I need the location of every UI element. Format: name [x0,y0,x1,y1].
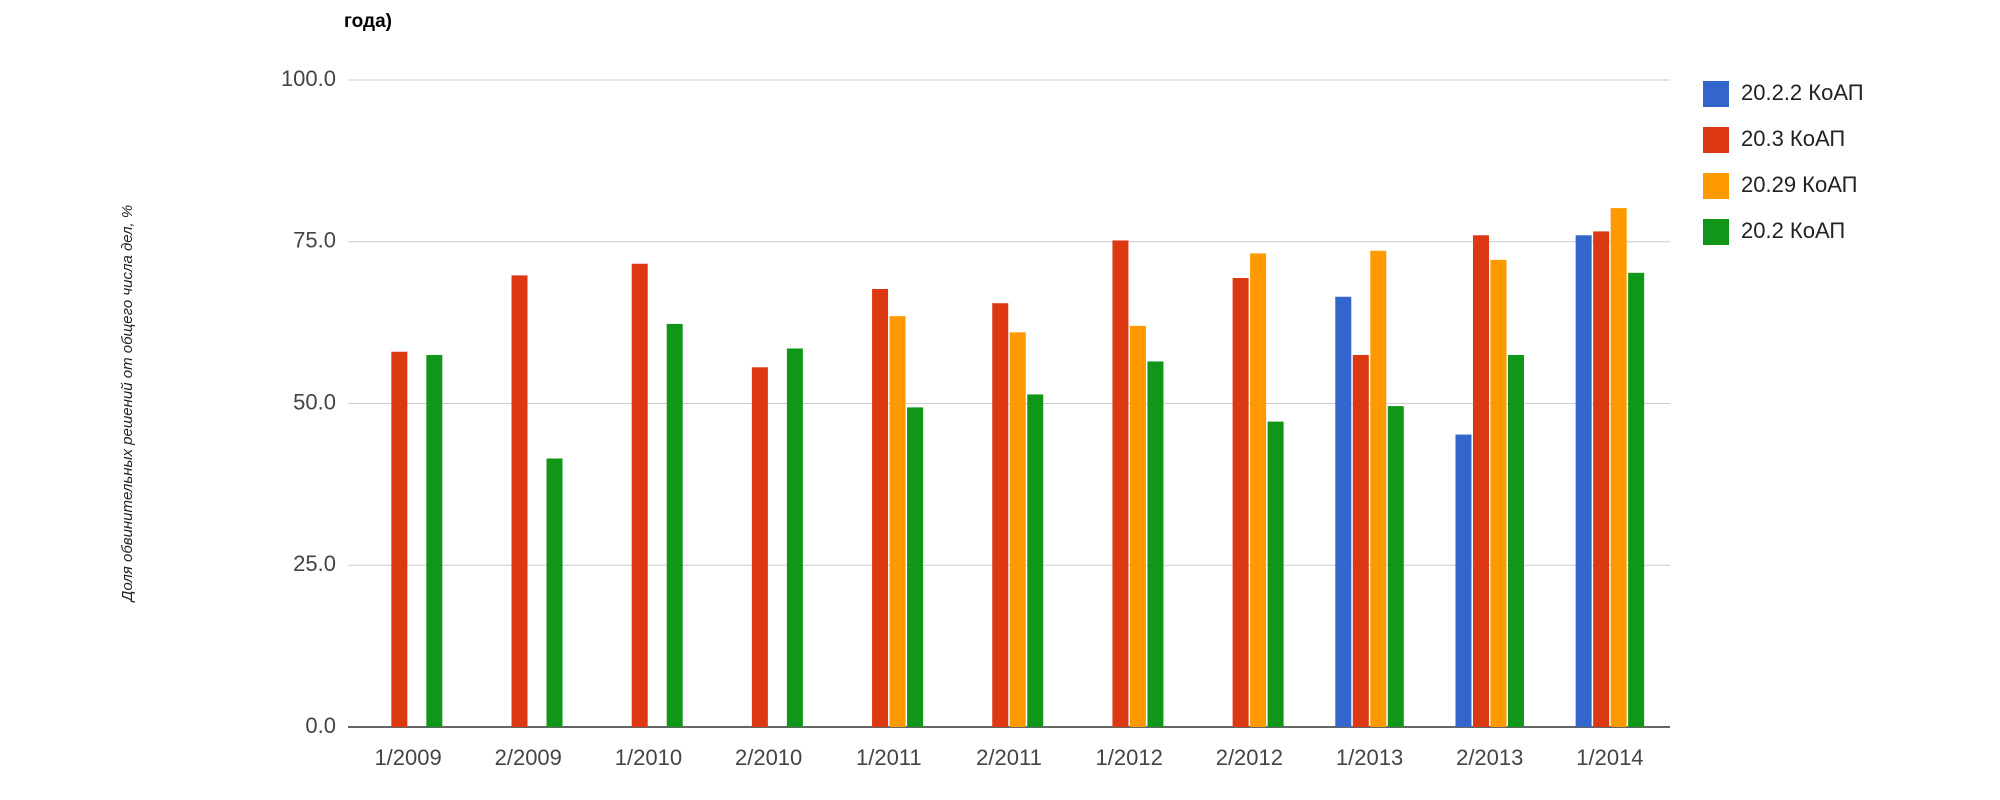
bar [511,275,528,727]
bar [1455,434,1472,727]
x-tick-label: 1/2014 [1576,745,1643,770]
x-tick-label: 1/2011 [856,745,922,770]
x-tick-label: 2/2012 [1216,745,1283,770]
bar [786,348,803,727]
legend-swatch [1703,127,1729,153]
y-tick-label: 50.0 [293,389,336,414]
bar [1370,250,1387,728]
bar [631,263,648,727]
bar [1335,296,1352,727]
bar [907,407,924,727]
x-tick-label: 2/2013 [1456,745,1523,770]
legend-swatch [1703,219,1729,245]
x-tick-label: 1/2009 [374,745,441,770]
bar [1628,272,1645,727]
legend-label: 20.2.2 КоАП [1741,80,1864,105]
bar [1352,354,1369,727]
bar [992,303,1009,727]
y-tick-label: 75.0 [293,228,336,253]
legend-label: 20.2 КоАП [1741,218,1845,243]
bar [391,351,408,727]
bar [1112,240,1129,727]
bar [1267,421,1284,727]
x-tick-label: 2/2010 [735,745,802,770]
bar [1593,231,1610,727]
bar [1250,253,1267,727]
y-axis-label: Доля обвинительных решений от общего чис… [119,205,136,603]
bar [666,323,683,727]
bar [1009,332,1026,727]
bar [1027,394,1044,727]
bar [872,288,889,727]
bar [1472,235,1489,727]
legend-swatch [1703,81,1729,107]
bar [1507,354,1524,727]
y-tick-label: 100.0 [281,66,336,91]
bar [1147,361,1164,727]
bar [889,316,906,727]
bar [1232,277,1249,727]
bar [1490,259,1507,727]
legend-label: 20.29 КоАП [1741,172,1857,197]
y-tick-label: 25.0 [293,551,336,576]
x-tick-label: 2/2009 [495,745,562,770]
bar [426,354,443,727]
bar [1387,406,1404,727]
bar [751,367,768,727]
y-tick-label: 0.0 [305,713,336,738]
x-tick-label: 1/2010 [615,745,682,770]
x-tick-label: 1/2013 [1336,745,1403,770]
bar [1610,208,1627,727]
bar [1575,235,1592,727]
x-tick-label: 2/2011 [976,745,1042,770]
x-tick-label: 1/2012 [1096,745,1163,770]
legend-label: 20.3 КоАП [1741,126,1845,151]
legend-swatch [1703,173,1729,199]
bar [546,458,563,727]
chart-title: года) [344,11,392,32]
bar [1129,325,1146,727]
